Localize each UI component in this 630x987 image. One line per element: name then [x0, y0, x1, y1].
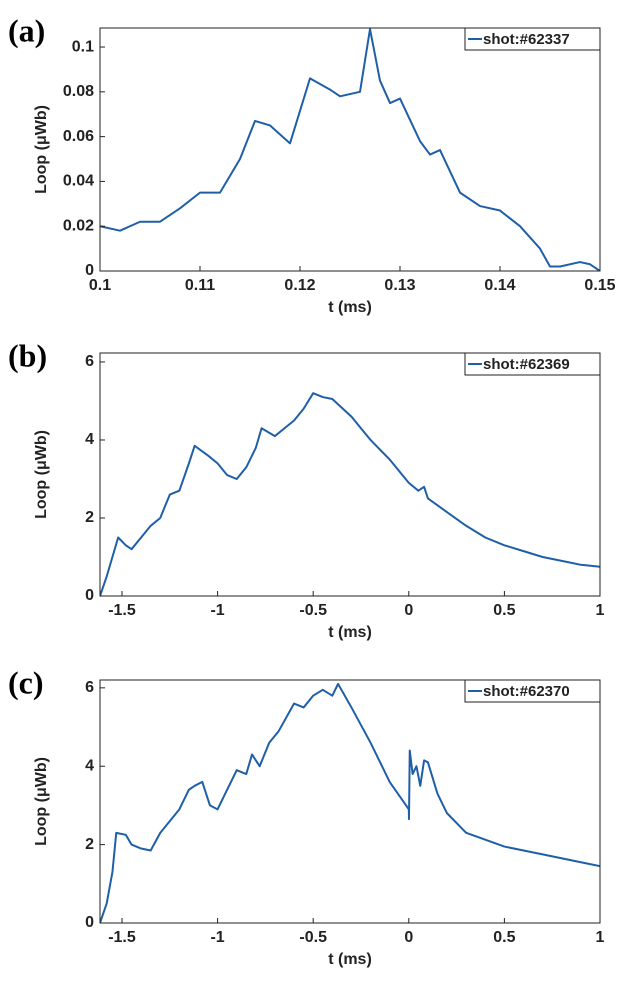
y-tick-label: 2 — [85, 509, 94, 526]
y-tick-label: 0.1 — [72, 38, 94, 55]
y-tick-label: 0.04 — [63, 173, 94, 190]
y-tick-label: 4 — [85, 757, 94, 774]
x-tick-label: 0.13 — [384, 277, 415, 294]
y-tick-label: 2 — [85, 836, 94, 853]
x-tick-label: 0.15 — [584, 277, 615, 294]
y-tick-label: 0.08 — [63, 83, 94, 100]
legend-label: shot:#62369 — [483, 356, 570, 373]
y-tick-label: 6 — [85, 353, 94, 370]
y-tick-label: 0.02 — [63, 217, 94, 234]
axes-box — [99, 27, 601, 272]
plot-area — [100, 682, 600, 923]
data-line — [100, 392, 600, 596]
x-tick-label: 0.5 — [493, 602, 515, 619]
y-tick-label: 4 — [85, 431, 94, 448]
x-tick-label: -1.5 — [108, 602, 136, 619]
legend-box — [464, 27, 601, 51]
y-axis-label: Loop (μWb) — [33, 430, 50, 519]
plot-area — [100, 392, 600, 596]
y-axis-label: Loop (μWb) — [33, 105, 50, 194]
x-tick-label: 0.5 — [493, 929, 515, 946]
x-tick-label: -0.5 — [299, 602, 327, 619]
axes-box — [99, 679, 601, 924]
y-tick-label: 6 — [85, 679, 94, 696]
x-tick-label: -1.5 — [108, 929, 136, 946]
x-tick-label: 0 — [404, 929, 413, 946]
x-axis-label: t (ms) — [328, 624, 372, 641]
x-tick-label: -1 — [210, 929, 224, 946]
x-axis-label: t (ms) — [328, 299, 372, 316]
x-tick-label: 0.11 — [185, 277, 215, 294]
x-tick-label: -1 — [210, 602, 224, 619]
y-tick-label: 0 — [85, 262, 94, 279]
plot-area — [100, 28, 600, 271]
y-axis-label: Loop (μWb) — [33, 757, 50, 846]
x-tick-label: 1 — [596, 929, 605, 946]
data-line — [100, 682, 600, 923]
x-tick-label: 1 — [596, 602, 605, 619]
x-tick-label: 0.12 — [284, 277, 315, 294]
x-tick-label: 0 — [404, 602, 413, 619]
axes-box — [99, 352, 601, 597]
x-tick-label: 0.1 — [89, 277, 111, 294]
y-tick-label: 0 — [85, 587, 94, 604]
y-tick-label: 0.06 — [63, 128, 94, 145]
panel-label: (b) — [8, 337, 47, 373]
x-tick-label: 0.14 — [484, 277, 515, 294]
x-axis-label: t (ms) — [328, 951, 372, 968]
panel-label: (a) — [8, 12, 45, 48]
x-tick-label: -0.5 — [299, 929, 327, 946]
legend-label: shot:#62337 — [483, 31, 570, 48]
legend-box — [464, 352, 601, 376]
data-line — [100, 28, 600, 271]
legend-box — [464, 679, 601, 703]
legend-label: shot:#62370 — [483, 683, 570, 700]
y-tick-label: 0 — [85, 914, 94, 931]
panel-label: (c) — [8, 664, 44, 700]
